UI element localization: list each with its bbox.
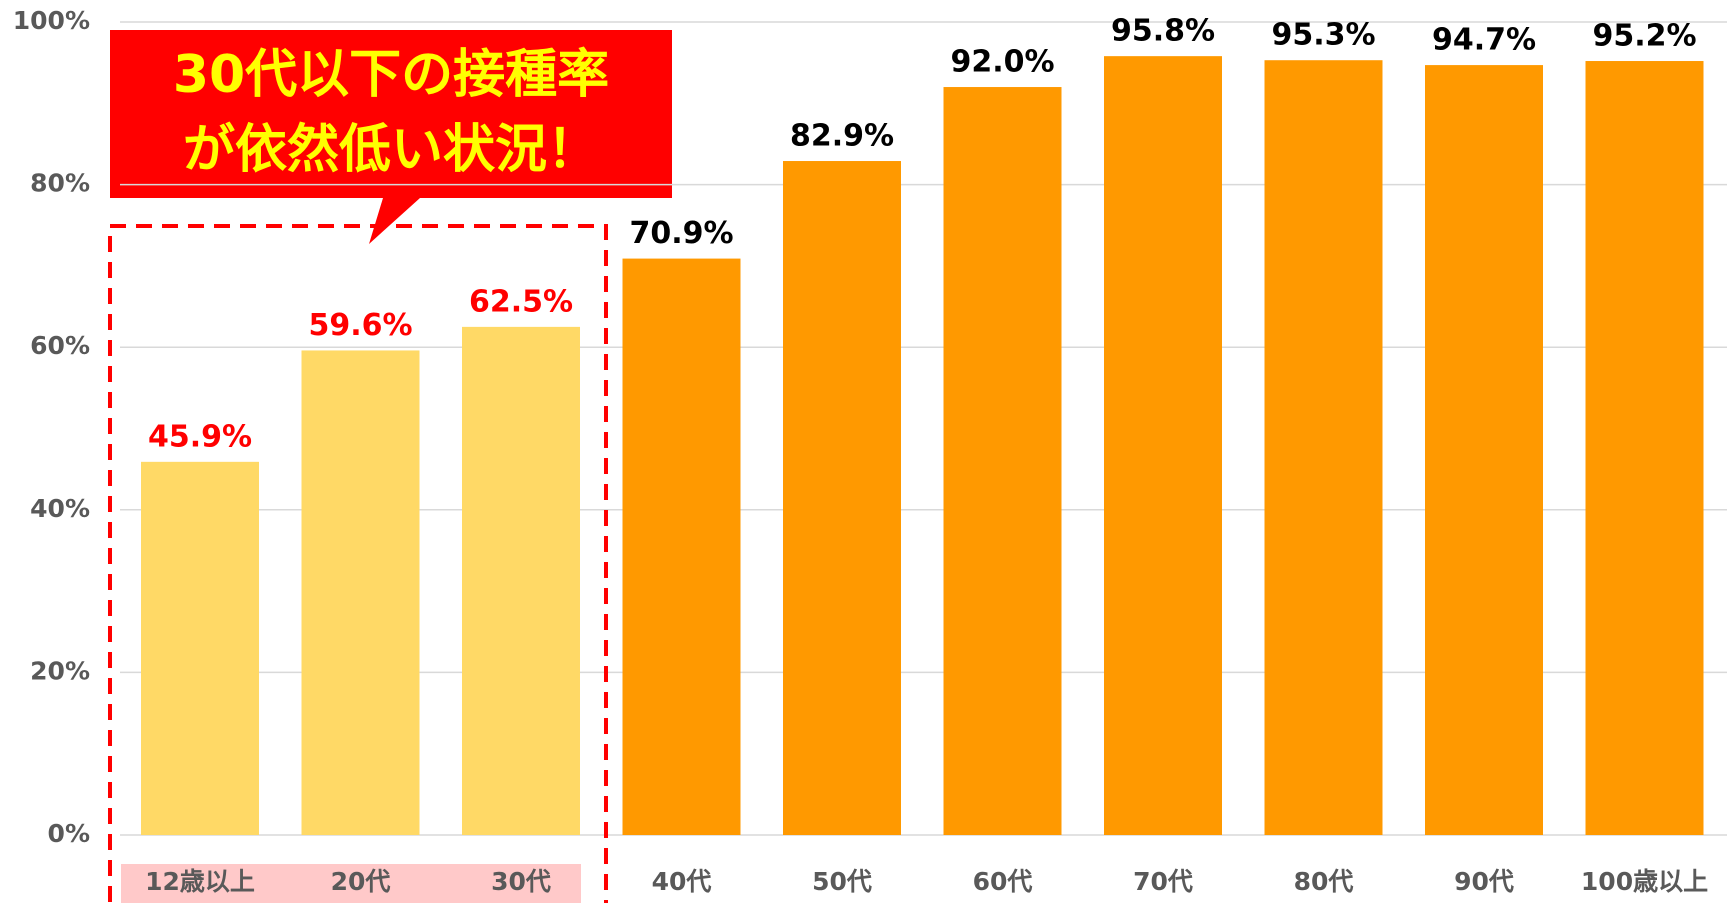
callout — [110, 30, 672, 244]
bar — [141, 461, 259, 835]
y-tick-label: 80% — [30, 169, 90, 198]
value-label: 70.9% — [629, 216, 733, 251]
plot: 0% 20% 40% 60% 80% 100% 45.9% 12歳以上 59.6% 20代 62.5… — [13, 6, 1727, 896]
bar — [462, 326, 580, 835]
value-label: 45.9% — [148, 419, 252, 454]
bar — [783, 161, 901, 835]
bar — [943, 87, 1062, 836]
x-tick-label: 80代 — [1294, 867, 1354, 896]
value-label: 95.3% — [1271, 18, 1375, 53]
bar — [1104, 56, 1222, 836]
x-tick-label: 20代 — [331, 867, 391, 896]
x-tick-label: 90代 — [1454, 867, 1514, 896]
x-tick-label: 50代 — [812, 867, 872, 896]
y-tick-label: 100% — [13, 6, 90, 35]
highlight-band — [121, 864, 581, 903]
bar — [622, 258, 741, 835]
x-tick-label: 40代 — [652, 867, 712, 896]
value-label: 95.8% — [1111, 14, 1215, 49]
y-tick-label: 0% — [48, 819, 90, 848]
bar — [1425, 65, 1543, 836]
x-tick-label: 30代 — [491, 867, 551, 896]
annotation-line: が依然低い状況！ — [183, 120, 599, 180]
value-label: 59.6% — [308, 308, 412, 343]
highlight-frame — [108, 224, 608, 903]
x-tick-label: 70代 — [1133, 867, 1193, 896]
annotation-line: 30代以下の接種率 — [173, 45, 609, 105]
bar — [1264, 60, 1383, 835]
value-label: 94.7% — [1432, 23, 1536, 58]
x-tick-label: 12歳以上 — [145, 867, 255, 896]
y-tick-label: 40% — [30, 494, 90, 523]
x-tick-label: 100歳以上 — [1581, 867, 1708, 896]
value-label: 62.5% — [469, 284, 573, 319]
value-label: 95.2% — [1592, 19, 1696, 54]
x-tick-label: 60代 — [973, 867, 1033, 896]
value-label: 82.9% — [790, 119, 894, 154]
value-label: 92.0% — [950, 45, 1054, 80]
y-tick-label: 60% — [30, 331, 90, 360]
bar — [1585, 61, 1704, 836]
y-tick-label: 20% — [30, 656, 90, 685]
bar — [301, 350, 420, 835]
